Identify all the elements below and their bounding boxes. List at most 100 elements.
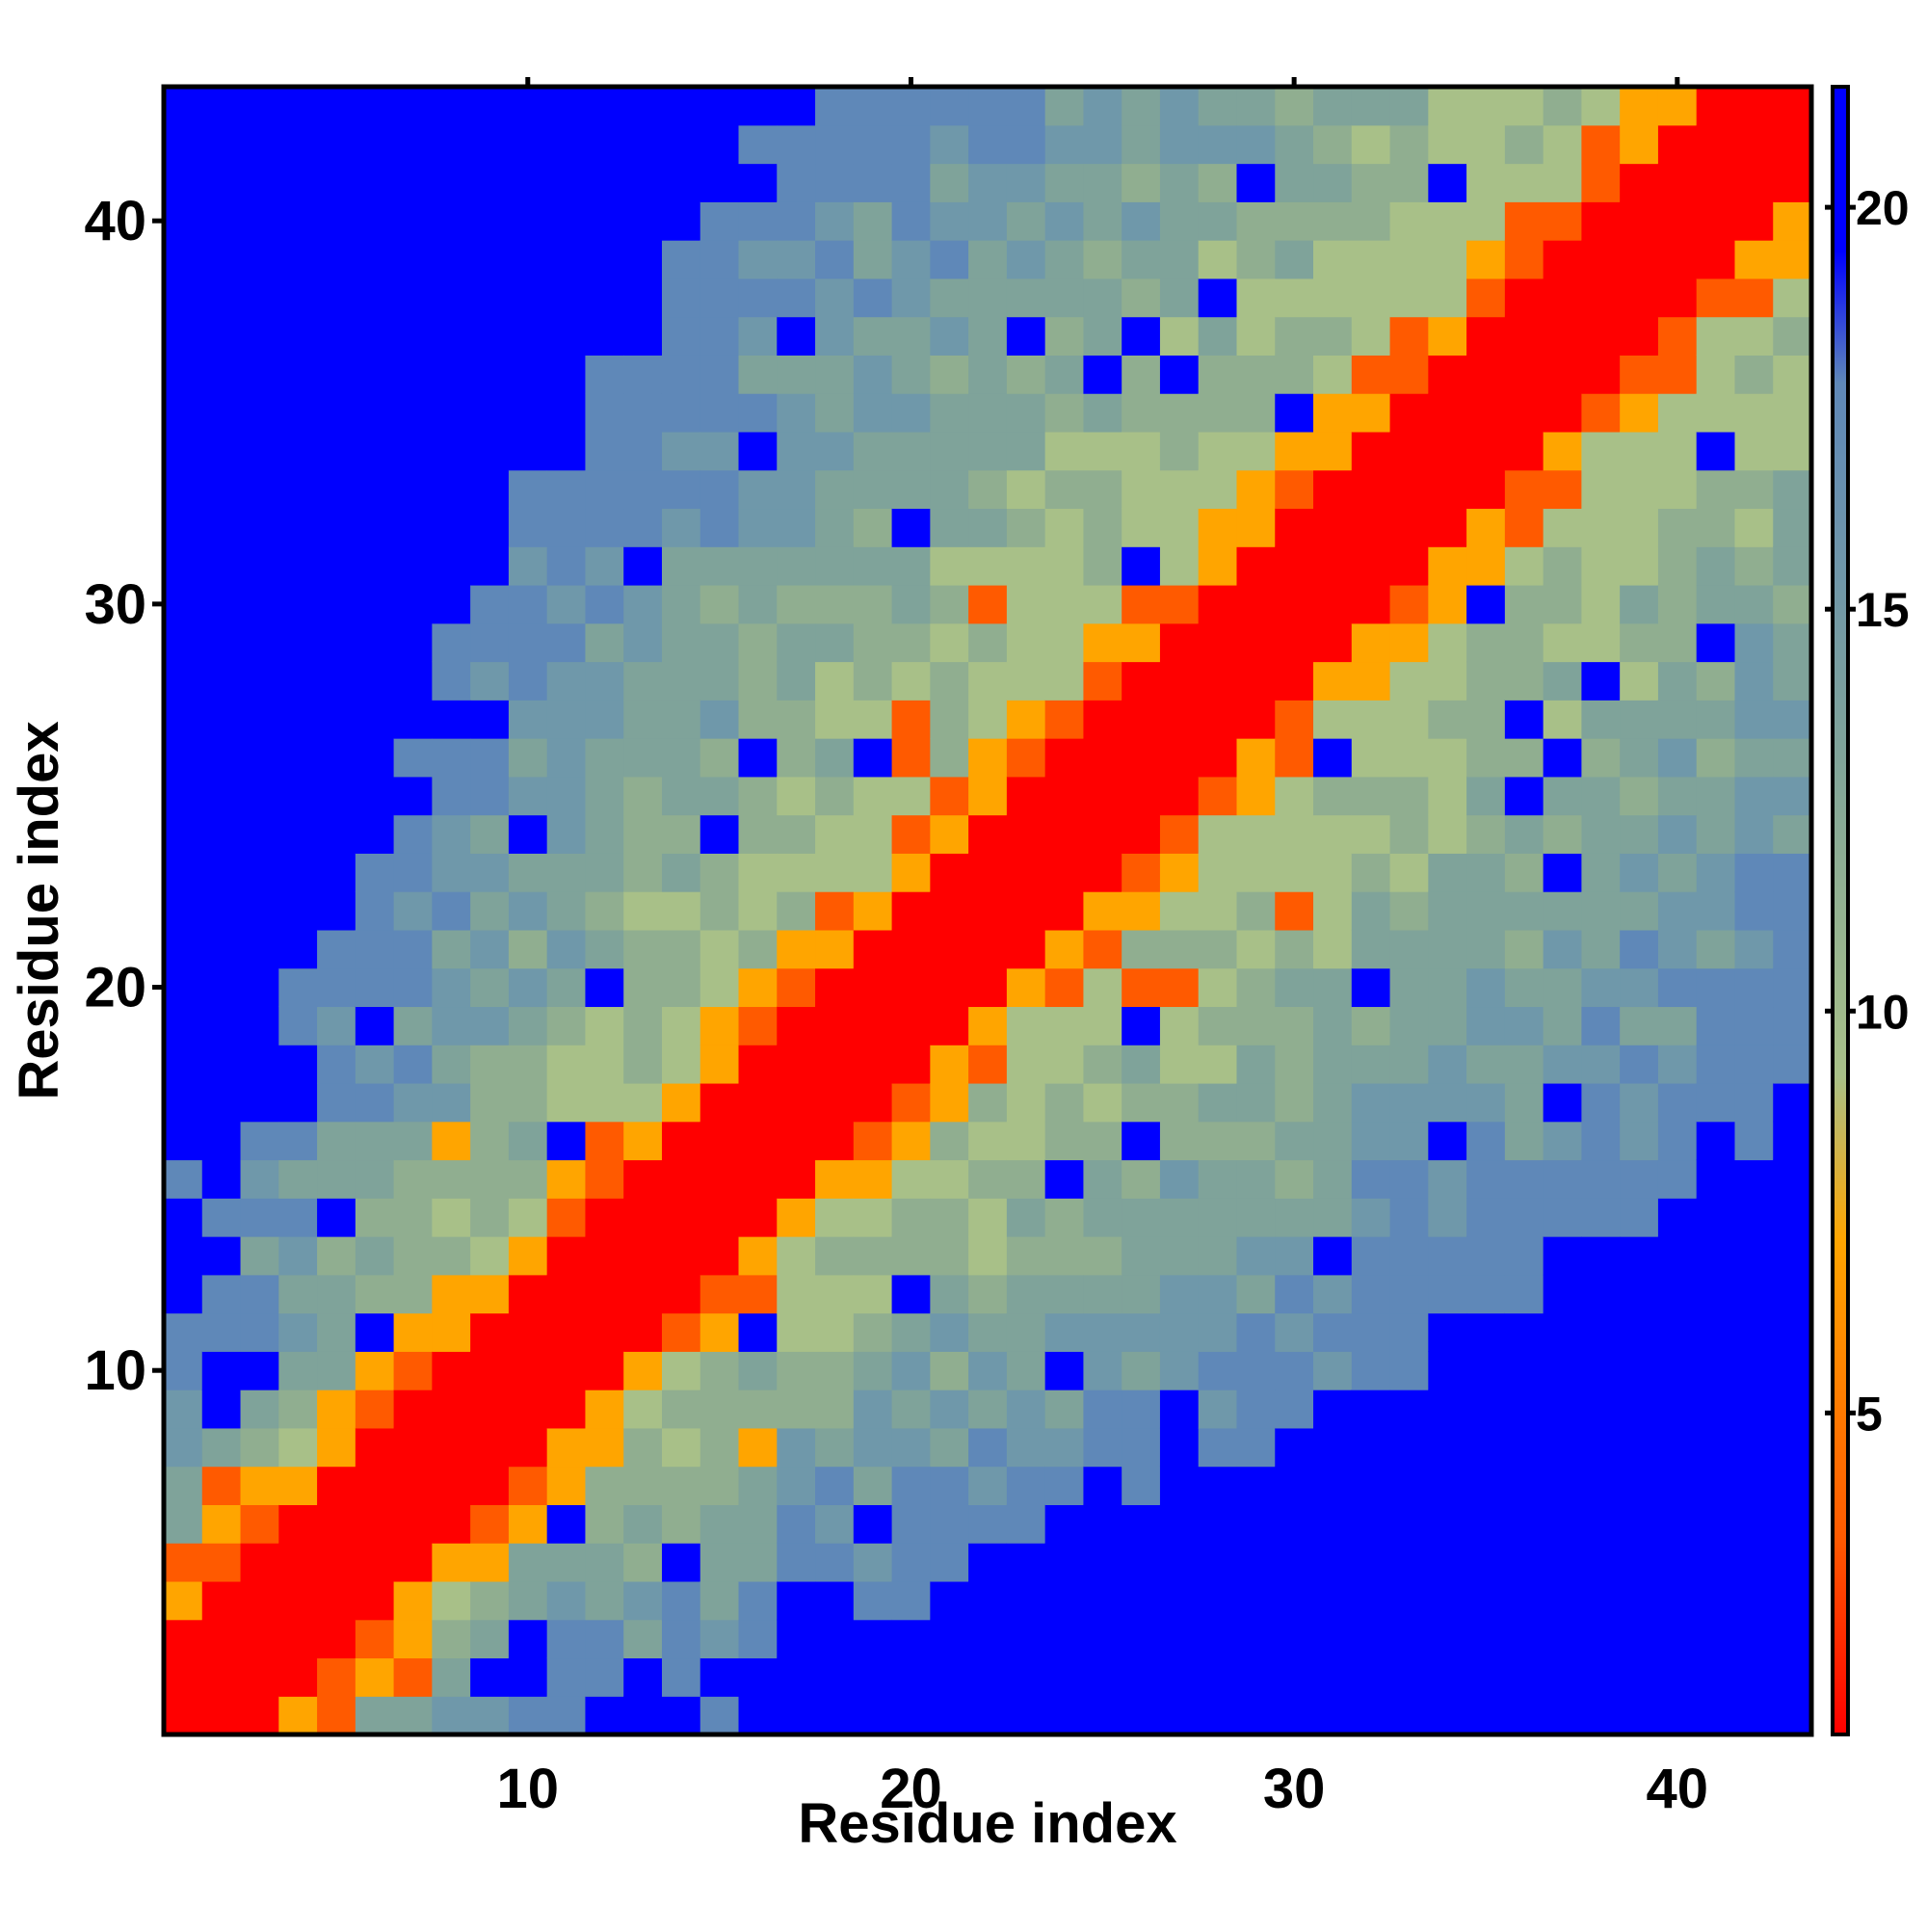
heatmap-cell bbox=[1504, 1580, 1544, 1621]
heatmap-cell bbox=[1504, 87, 1544, 126]
heatmap-cell bbox=[777, 278, 816, 318]
heatmap-cell bbox=[777, 853, 816, 892]
heatmap-cell bbox=[1504, 1466, 1544, 1505]
heatmap-cell bbox=[240, 1351, 279, 1390]
heatmap-cell bbox=[508, 1696, 548, 1735]
heatmap-cell bbox=[1657, 1580, 1698, 1621]
heatmap-cell bbox=[1734, 853, 1774, 892]
heatmap-cell bbox=[508, 700, 548, 739]
heatmap-cell bbox=[1581, 1543, 1621, 1582]
heatmap-cell bbox=[623, 163, 663, 202]
heatmap-cell bbox=[968, 1466, 1008, 1505]
heatmap-cell bbox=[1696, 1580, 1736, 1621]
heatmap-cell bbox=[508, 1427, 548, 1468]
heatmap-cell bbox=[1198, 1006, 1238, 1045]
heatmap-cell bbox=[1581, 546, 1621, 586]
heatmap-cell bbox=[1466, 1504, 1506, 1544]
heatmap-cell bbox=[1275, 1427, 1314, 1468]
heatmap-cell bbox=[432, 1121, 471, 1161]
heatmap-cell bbox=[815, 622, 855, 663]
heatmap-cell bbox=[1275, 1121, 1314, 1161]
heatmap-cell bbox=[393, 700, 433, 739]
heatmap-cell bbox=[1389, 1006, 1429, 1045]
heatmap-cell bbox=[700, 853, 740, 892]
heatmap-cell bbox=[1351, 967, 1391, 1008]
heatmap-cell bbox=[1428, 1006, 1467, 1045]
heatmap-cell bbox=[1696, 1045, 1736, 1084]
heatmap-cell bbox=[738, 967, 778, 1008]
heatmap-cell bbox=[1543, 1580, 1582, 1621]
heatmap-cell bbox=[777, 1274, 816, 1314]
heatmap-cell bbox=[164, 546, 203, 586]
heatmap-cell bbox=[1504, 1198, 1544, 1237]
heatmap-cell bbox=[1696, 1696, 1736, 1735]
heatmap-cell bbox=[1198, 1082, 1238, 1123]
heatmap-cell bbox=[968, 738, 1008, 778]
heatmap-cell bbox=[1657, 1312, 1698, 1352]
heatmap-cell bbox=[1504, 1696, 1544, 1735]
heatmap-cell bbox=[470, 431, 510, 471]
heatmap-cell bbox=[585, 1006, 624, 1045]
heatmap-cell bbox=[355, 891, 395, 931]
heatmap-cell bbox=[1389, 201, 1429, 241]
heatmap-cell bbox=[317, 240, 356, 279]
heatmap-cell bbox=[661, 853, 701, 892]
heatmap-cell bbox=[1466, 929, 1506, 969]
heatmap-cell bbox=[393, 929, 433, 969]
heatmap-cell bbox=[1428, 546, 1467, 586]
heatmap-cell bbox=[1543, 891, 1582, 931]
heatmap-cell bbox=[1696, 1198, 1736, 1237]
heatmap-cell bbox=[355, 240, 395, 279]
heatmap-cell bbox=[546, 1198, 587, 1237]
heatmap-cell bbox=[661, 738, 701, 778]
heatmap-cell bbox=[1351, 508, 1391, 547]
heatmap-cell bbox=[1504, 1121, 1544, 1161]
heatmap-cell bbox=[1773, 584, 1812, 624]
heatmap-cell bbox=[700, 355, 740, 394]
heatmap-cell bbox=[355, 1312, 395, 1352]
heatmap-cell bbox=[1428, 1236, 1467, 1276]
heatmap-cell bbox=[1543, 1504, 1582, 1544]
heatmap-cell bbox=[1275, 1466, 1314, 1505]
heatmap-cell bbox=[1313, 1274, 1353, 1314]
heatmap-cell bbox=[355, 1274, 395, 1314]
heatmap-cell bbox=[432, 201, 471, 241]
heatmap-cell bbox=[1657, 201, 1698, 241]
heatmap-cell bbox=[1006, 1082, 1046, 1123]
heatmap-cell bbox=[240, 891, 279, 931]
heatmap-cell bbox=[1006, 1543, 1046, 1582]
heatmap-cell bbox=[1006, 814, 1046, 854]
heatmap-cell bbox=[968, 1312, 1008, 1352]
heatmap-cell bbox=[1620, 661, 1659, 701]
heatmap-cell bbox=[1236, 546, 1276, 586]
heatmap-cell bbox=[1696, 929, 1736, 969]
heatmap-cell bbox=[1275, 546, 1314, 586]
heatmap-cell bbox=[546, 1159, 587, 1199]
heatmap-cell bbox=[1351, 393, 1391, 433]
heatmap-cell bbox=[930, 853, 969, 892]
heatmap-cell bbox=[164, 814, 203, 854]
heatmap-cell bbox=[1236, 469, 1276, 510]
heatmap-cell bbox=[393, 661, 433, 701]
heatmap-cell bbox=[815, 469, 855, 510]
heatmap-cell bbox=[393, 584, 433, 624]
heatmap-cell bbox=[585, 278, 624, 318]
heatmap-cell bbox=[1313, 1657, 1353, 1697]
heatmap-cell bbox=[317, 1236, 356, 1276]
heatmap-cell bbox=[891, 87, 931, 126]
heatmap-cell bbox=[1159, 1466, 1200, 1505]
heatmap-cell bbox=[546, 1543, 587, 1582]
heatmap-cell bbox=[1466, 1466, 1506, 1505]
heatmap-cell bbox=[1044, 1198, 1085, 1237]
heatmap-cell bbox=[1044, 278, 1085, 318]
heatmap-cell bbox=[1734, 124, 1774, 165]
heatmap-cell bbox=[1275, 1696, 1314, 1735]
heatmap-cell bbox=[470, 776, 510, 816]
heatmap-cell bbox=[1620, 1543, 1659, 1582]
heatmap-cell bbox=[317, 1351, 356, 1390]
heatmap-cell bbox=[777, 1427, 816, 1468]
heatmap-cell bbox=[393, 278, 433, 318]
heatmap-cell bbox=[891, 201, 931, 241]
heatmap-cell bbox=[1504, 661, 1544, 701]
heatmap-cell bbox=[1083, 316, 1122, 356]
